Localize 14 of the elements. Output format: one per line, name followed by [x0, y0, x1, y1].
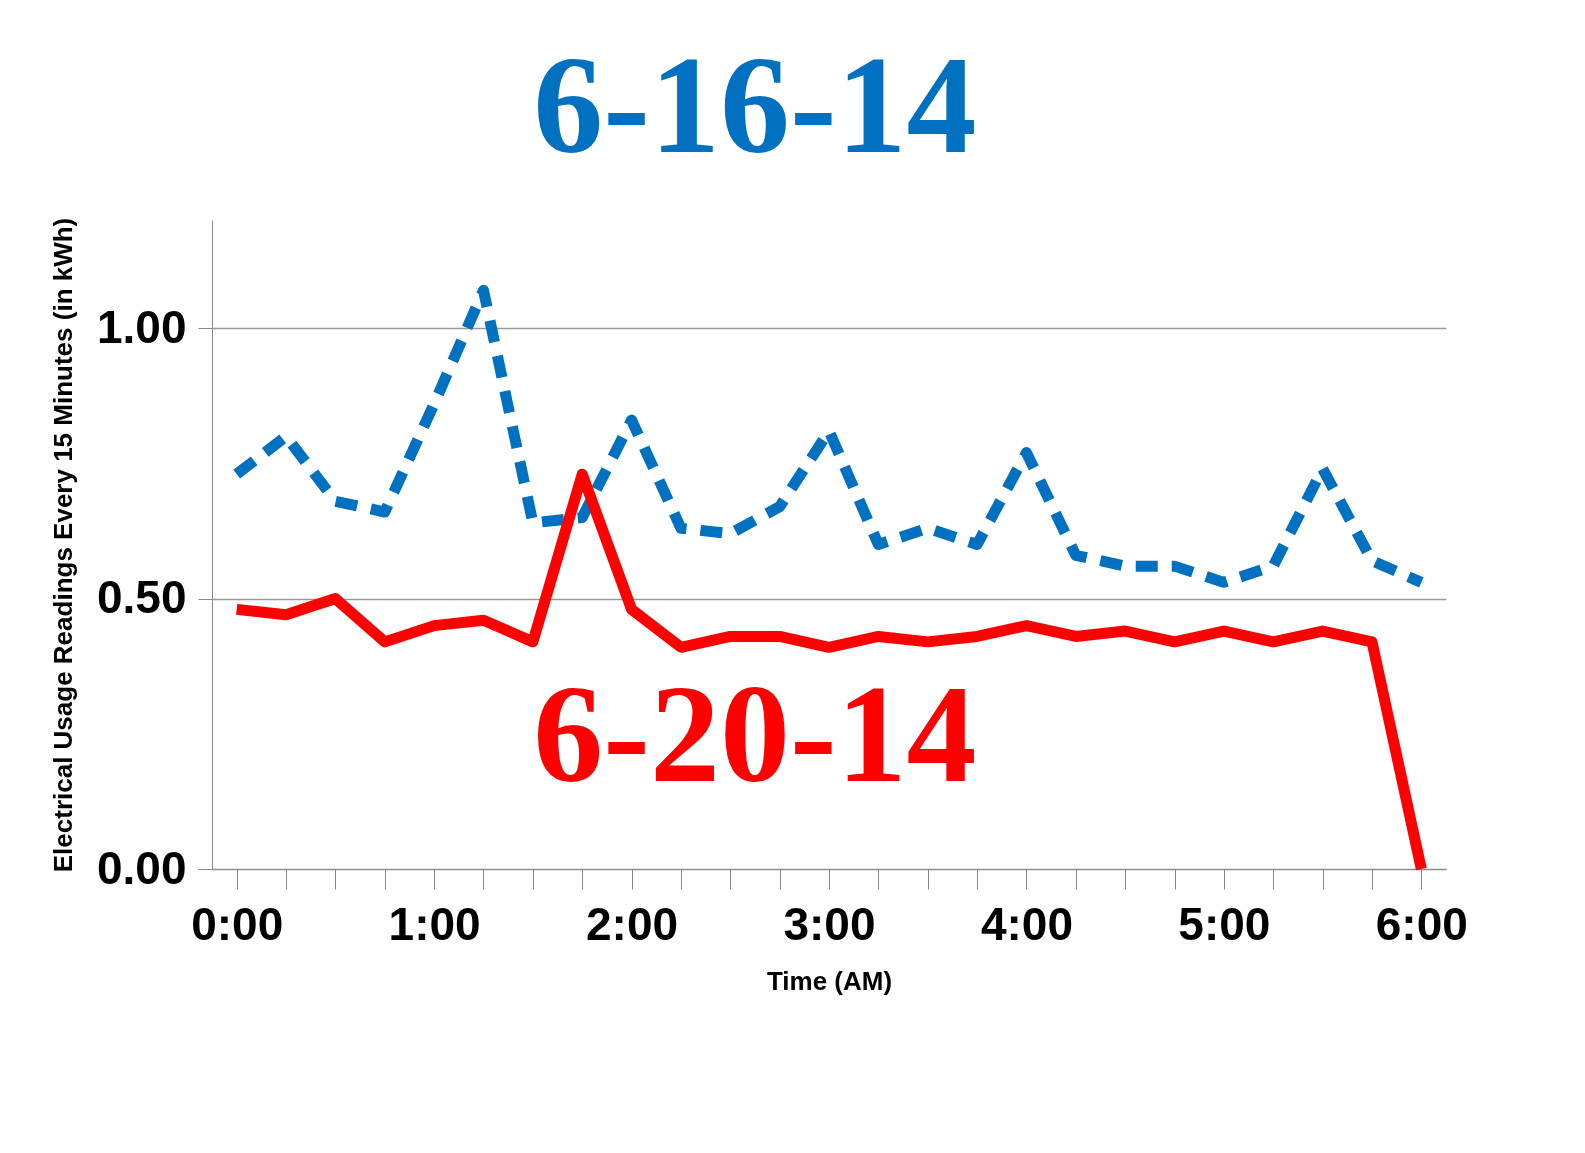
x-tick-label: 0:00	[191, 897, 284, 950]
x-tick-label: 1:00	[388, 897, 481, 950]
x-tick-label: 3:00	[783, 897, 876, 950]
x-tick-label: 4:00	[980, 897, 1073, 950]
x-tick-label: 5:00	[1178, 897, 1271, 950]
x-axis-title: Time (AM)	[766, 965, 893, 996]
y-tick-label: 0.00	[96, 841, 187, 894]
y-tick-label: 1.00	[96, 300, 187, 353]
x-tick-label: 6:00	[1375, 897, 1468, 950]
x-tick-label: 2:00	[586, 897, 679, 950]
series-label: 6-16-14	[533, 27, 977, 182]
y-tick-label: 0.50	[96, 571, 187, 624]
y-axis-title: Electrical Usage Readings Every 15 Minutes (in kWh)	[47, 217, 78, 873]
series-label: 6-20-14	[533, 656, 977, 812]
